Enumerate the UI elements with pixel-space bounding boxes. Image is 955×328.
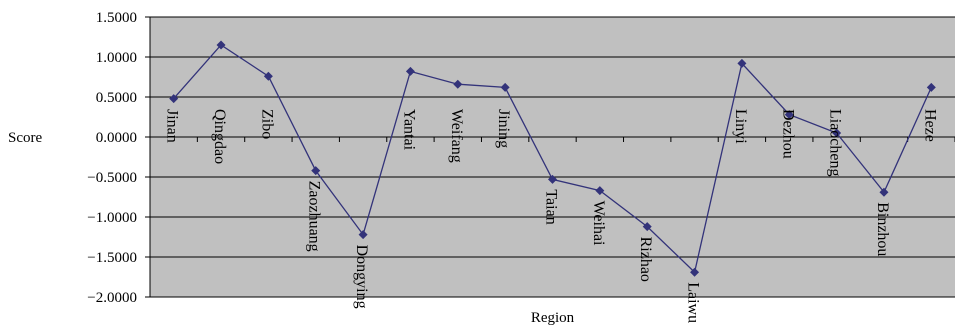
category-label-taian: Taian [543, 189, 560, 224]
data-point-binzhou [879, 187, 889, 197]
category-label-dezhou: Dezhou [779, 109, 796, 159]
category-labels: Jinan Qingdao Zibo Zaozhuang Dongying Yantai W… [164, 109, 939, 323]
category-label-binzhou: Binzhou [874, 202, 891, 256]
y-tick-label: −1.5000 [87, 250, 137, 266]
category-label-weihai: Weihai [590, 201, 607, 246]
data-point-taian [548, 174, 557, 184]
y-tick-label: −1.0000 [87, 210, 137, 226]
gridlines [150, 16, 955, 258]
data-point-dezhou [784, 110, 794, 120]
category-label-jinan: Jinan [164, 109, 181, 143]
category-label-weifang: Weifang [448, 109, 465, 163]
data-point-yantai [405, 66, 415, 76]
data-point-laiwu [690, 267, 700, 277]
category-label-jining: Jining [495, 109, 512, 148]
y-tick-label: 1.0000 [96, 50, 137, 66]
axes [149, 17, 955, 298]
y-tick-label: −2.0000 [87, 290, 137, 306]
data-point-weifang [453, 79, 463, 89]
data-point-dongying [358, 230, 368, 240]
category-label-heze: Heze [921, 109, 938, 142]
category-label-qingdao: Qingdao [211, 109, 228, 164]
data-point-qingdao [216, 40, 226, 50]
x-tick-marks [149, 137, 955, 142]
y-tick-labels: 1.5000 1.0000 0.5000 0.0000 −0.5000 −1.0000 −1… [87, 10, 150, 306]
data-point-rizhao [642, 222, 652, 232]
data-point-linyi [737, 58, 747, 68]
category-label-zibo: Zibo [258, 109, 275, 139]
data-point-heze [926, 82, 936, 92]
category-label-dongying: Dongying [353, 245, 370, 309]
series-markers [169, 40, 936, 277]
y-tick-label: 1.5000 [96, 10, 137, 26]
y-axis-title: Score [8, 130, 42, 146]
y-tick-label: 0.5000 [96, 90, 137, 106]
category-label-linyi: Linyi [732, 109, 749, 144]
category-label-zaozhuang: Zaozhuang [306, 181, 323, 252]
plot-area [150, 17, 955, 297]
category-label-laiwu: Laiwu [685, 282, 702, 323]
data-point-jining [500, 82, 510, 92]
data-point-liaocheng [832, 128, 842, 138]
category-label-liaocheng: Liaocheng [827, 109, 844, 177]
x-axis-title: Region [531, 310, 575, 326]
data-point-jinan [169, 94, 179, 104]
category-label-rizhao: Rizhao [637, 237, 654, 282]
data-point-weihai [595, 186, 605, 196]
data-point-zibo [263, 71, 273, 81]
data-point-zaozhuang [311, 166, 321, 176]
y-tick-label: 0.0000 [96, 130, 137, 146]
category-label-yantai: Yantai [400, 109, 417, 151]
y-tick-label: −0.5000 [87, 170, 137, 186]
